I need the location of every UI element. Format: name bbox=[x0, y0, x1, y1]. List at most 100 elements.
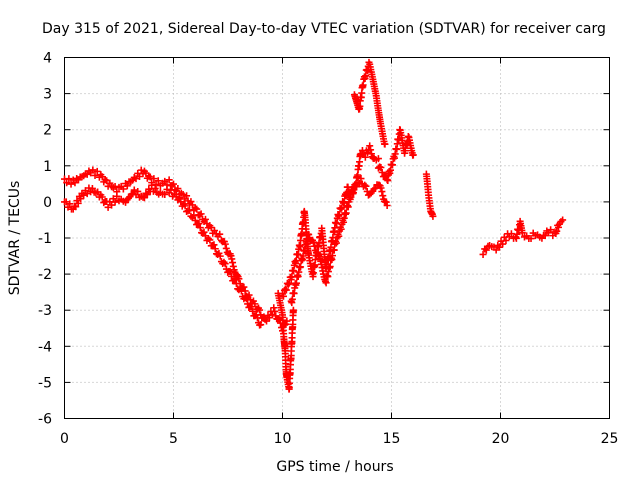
data-point bbox=[281, 285, 289, 293]
data-point bbox=[357, 175, 365, 183]
data-point bbox=[288, 295, 296, 303]
y-tick-label: 4 bbox=[43, 51, 52, 67]
data-point bbox=[301, 247, 309, 255]
x-tick-label: 5 bbox=[169, 431, 178, 447]
data-point bbox=[151, 184, 159, 192]
data-point bbox=[256, 306, 264, 314]
data-point bbox=[170, 180, 177, 188]
data-point bbox=[305, 231, 313, 239]
data-point bbox=[93, 167, 101, 175]
data-point bbox=[204, 235, 212, 243]
data-point bbox=[409, 151, 417, 159]
data-point bbox=[289, 306, 297, 314]
y-tick-label: -6 bbox=[38, 412, 52, 428]
data-point bbox=[150, 175, 158, 183]
data-point bbox=[379, 192, 387, 200]
data-point bbox=[271, 307, 279, 315]
data-point bbox=[247, 303, 255, 311]
data-point bbox=[282, 286, 290, 294]
data-point bbox=[161, 190, 169, 198]
data-point bbox=[152, 180, 160, 188]
data-point bbox=[389, 161, 397, 169]
data-point bbox=[292, 279, 300, 287]
data-point bbox=[482, 246, 490, 254]
y-tick-label: -4 bbox=[38, 339, 52, 355]
y-tick-label: -1 bbox=[38, 231, 52, 247]
data-point bbox=[146, 173, 154, 181]
data-point bbox=[242, 295, 250, 303]
data-point bbox=[185, 206, 193, 214]
data-point bbox=[191, 216, 199, 224]
data-point bbox=[197, 210, 205, 218]
data-point bbox=[283, 317, 291, 325]
data-point bbox=[310, 242, 318, 250]
data-point bbox=[89, 166, 97, 174]
data-point bbox=[63, 179, 71, 187]
y-tick-label: -3 bbox=[38, 303, 52, 319]
x-tick-label: 25 bbox=[601, 431, 619, 447]
data-point bbox=[231, 276, 239, 284]
data-point bbox=[347, 193, 355, 201]
data-point bbox=[326, 263, 334, 271]
data-point bbox=[348, 187, 356, 195]
data-point bbox=[187, 198, 195, 206]
data-point bbox=[66, 200, 74, 208]
y-tick-label: 0 bbox=[43, 195, 52, 211]
data-point bbox=[129, 190, 137, 198]
data-point bbox=[175, 194, 183, 202]
data-point bbox=[206, 236, 214, 244]
data-point bbox=[284, 280, 292, 288]
data-point bbox=[181, 202, 189, 210]
data-point bbox=[220, 258, 228, 266]
tick-layer bbox=[64, 57, 610, 419]
data-point bbox=[216, 252, 224, 260]
data-point bbox=[165, 176, 173, 184]
data-point-layer bbox=[61, 58, 567, 393]
data-point bbox=[196, 224, 204, 232]
data-point bbox=[499, 240, 507, 248]
data-point bbox=[553, 227, 561, 235]
data-point bbox=[179, 191, 187, 199]
data-point bbox=[249, 307, 257, 315]
y-tick-label: 3 bbox=[43, 87, 52, 103]
tick-label-layer: 0 5 10 15 20 25 -6 -5 -4 -3 -2 -1 0 1 2 3 4 bbox=[38, 51, 618, 448]
x-tick-label: 20 bbox=[492, 431, 510, 447]
data-point bbox=[383, 202, 391, 210]
data-point bbox=[130, 186, 138, 194]
data-point bbox=[374, 155, 382, 163]
data-point bbox=[123, 182, 131, 190]
data-point bbox=[137, 166, 145, 174]
data-point bbox=[119, 185, 127, 193]
data-point bbox=[362, 182, 370, 190]
data-point bbox=[211, 245, 219, 253]
data-point bbox=[337, 205, 345, 213]
data-point bbox=[377, 184, 385, 192]
data-point bbox=[193, 205, 201, 213]
data-point bbox=[367, 146, 375, 154]
data-point bbox=[111, 198, 119, 206]
y-tick-label: -5 bbox=[38, 375, 52, 391]
data-point bbox=[113, 192, 121, 200]
x-axis-label: GPS time / hours bbox=[276, 459, 393, 475]
data-point bbox=[154, 177, 162, 185]
data-point bbox=[174, 185, 182, 193]
data-point bbox=[142, 189, 150, 197]
data-point bbox=[251, 300, 259, 308]
data-point bbox=[361, 153, 369, 161]
data-point bbox=[134, 187, 142, 195]
data-point bbox=[195, 220, 203, 228]
data-point bbox=[227, 272, 235, 280]
data-point bbox=[322, 279, 330, 287]
data-point bbox=[200, 228, 208, 236]
y-tick-label: 2 bbox=[43, 123, 52, 139]
data-point bbox=[366, 142, 374, 150]
chart-title: Day 315 of 2021, Sidereal Day-to-day VTE… bbox=[42, 21, 606, 37]
data-point bbox=[354, 179, 362, 187]
data-point bbox=[106, 179, 114, 187]
data-point bbox=[88, 184, 96, 192]
data-point bbox=[65, 175, 73, 183]
data-point bbox=[429, 212, 437, 220]
y-tick-label: -2 bbox=[38, 267, 52, 283]
x-tick-label: 10 bbox=[274, 431, 292, 447]
